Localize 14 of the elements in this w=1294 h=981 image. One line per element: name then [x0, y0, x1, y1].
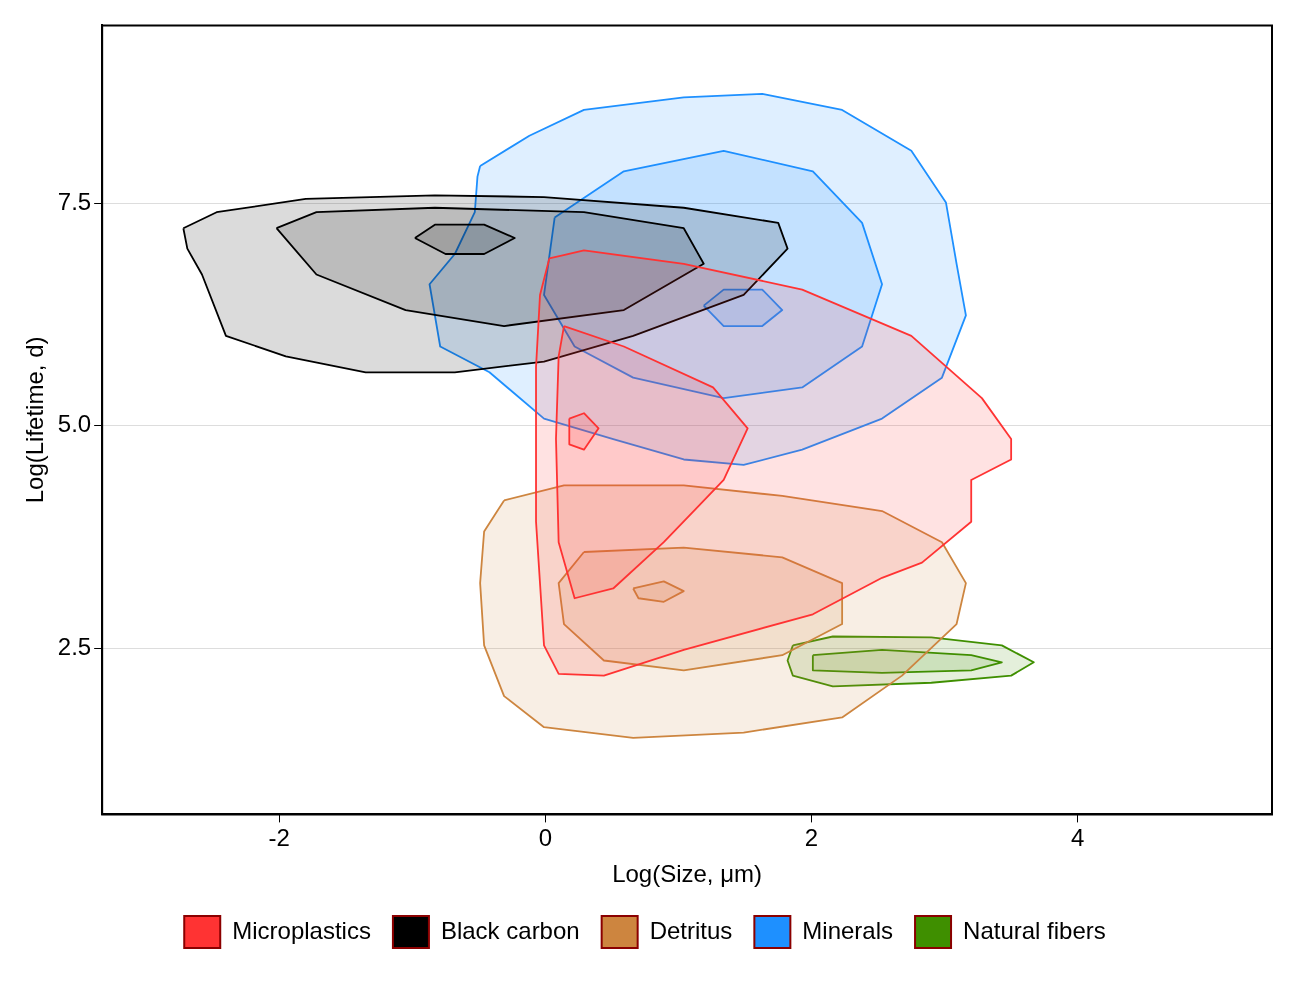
legend-label: Minerals [802, 916, 894, 944]
x-tick-label: -2 [268, 824, 290, 852]
legend-label: Natural fibers [963, 916, 1106, 944]
y-tick-label: 2.5 [57, 632, 92, 660]
x-axis-title: Log(Size, μm) [612, 860, 763, 888]
x-tick-label: 0 [538, 824, 553, 852]
y-tick-label: 5.0 [57, 410, 92, 438]
legend-label: Detritus [649, 916, 733, 944]
x-tick-label: 2 [804, 824, 819, 852]
y-tick-label: 7.5 [57, 187, 92, 215]
y-axis-title: Log(Lifetime, d) [21, 336, 49, 504]
legend-label: Microplastics [232, 916, 371, 944]
legend-label: Black carbon [440, 916, 580, 944]
x-tick-label: 4 [1071, 824, 1085, 852]
